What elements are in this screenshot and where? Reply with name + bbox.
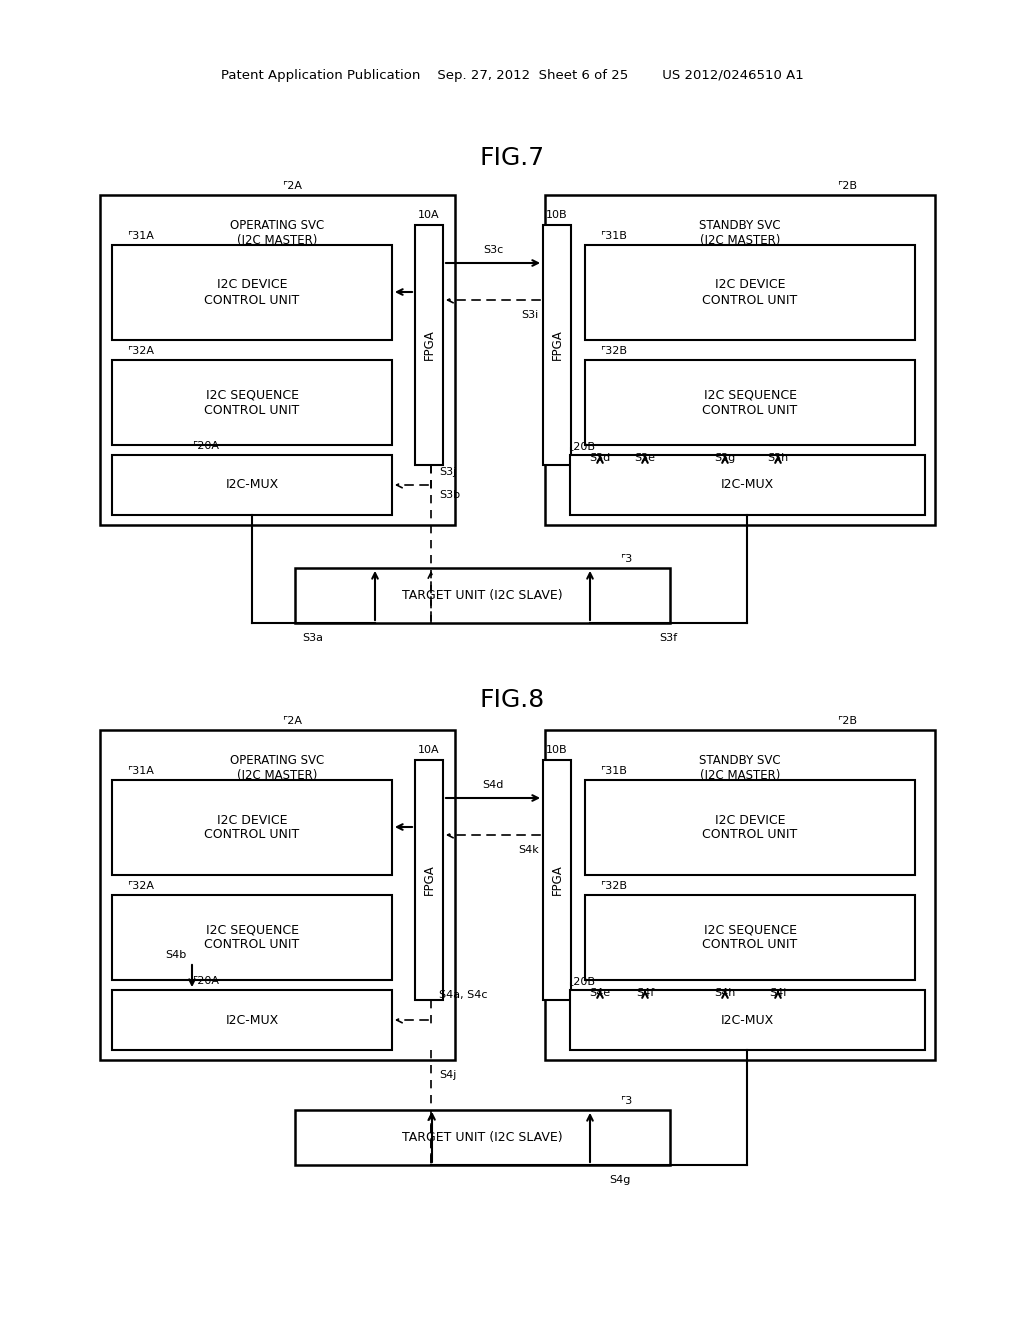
Bar xyxy=(545,730,935,1060)
Text: FIG.8: FIG.8 xyxy=(479,688,545,711)
Text: ⌜32A: ⌜32A xyxy=(127,346,154,356)
Text: STANDBY SVC
(I2C MASTER): STANDBY SVC (I2C MASTER) xyxy=(699,219,781,247)
Text: S4g: S4g xyxy=(609,1175,631,1185)
Text: 10B: 10B xyxy=(546,744,568,755)
Bar xyxy=(112,246,392,341)
Bar xyxy=(585,895,915,979)
Bar xyxy=(585,246,915,341)
Text: ⌜20A: ⌜20A xyxy=(193,441,219,451)
Text: S3j: S3j xyxy=(439,467,457,477)
Text: I2C SEQUENCE
CONTROL UNIT: I2C SEQUENCE CONTROL UNIT xyxy=(702,388,798,417)
Text: ⌜20A: ⌜20A xyxy=(193,975,219,986)
Text: I2C SEQUENCE
CONTROL UNIT: I2C SEQUENCE CONTROL UNIT xyxy=(205,924,300,952)
Text: S4j: S4j xyxy=(439,1071,457,1080)
Text: S4i: S4i xyxy=(769,987,786,998)
Text: ⌜2A: ⌜2A xyxy=(283,181,302,191)
Bar xyxy=(295,568,670,623)
Bar xyxy=(545,195,935,525)
Text: 10A: 10A xyxy=(418,744,440,755)
Text: FPGA: FPGA xyxy=(551,330,563,360)
Text: ⌜31A: ⌜31A xyxy=(127,766,154,776)
Text: FPGA: FPGA xyxy=(551,865,563,895)
Text: FPGA: FPGA xyxy=(423,330,435,360)
Bar xyxy=(585,780,915,875)
Text: I2C SEQUENCE
CONTROL UNIT: I2C SEQUENCE CONTROL UNIT xyxy=(205,388,300,417)
Text: FIG.7: FIG.7 xyxy=(479,147,545,170)
Bar xyxy=(112,455,392,515)
Text: I2C-MUX: I2C-MUX xyxy=(721,479,774,491)
Text: S3h: S3h xyxy=(767,453,788,463)
Text: S3e: S3e xyxy=(635,453,655,463)
Text: S3a: S3a xyxy=(302,634,324,643)
Bar xyxy=(570,990,925,1049)
Text: ⌞20B: ⌞20B xyxy=(568,441,595,451)
Text: ⌜31A: ⌜31A xyxy=(127,231,154,242)
Text: S4k: S4k xyxy=(518,845,539,855)
Text: S4e: S4e xyxy=(590,987,610,998)
Text: S3b: S3b xyxy=(439,490,460,500)
Text: ⌜2B: ⌜2B xyxy=(838,715,857,726)
Text: I2C-MUX: I2C-MUX xyxy=(225,1014,279,1027)
Text: OPERATING SVC
(I2C MASTER): OPERATING SVC (I2C MASTER) xyxy=(230,754,325,781)
Bar xyxy=(112,780,392,875)
Text: I2C DEVICE
CONTROL UNIT: I2C DEVICE CONTROL UNIT xyxy=(702,279,798,306)
Text: I2C SEQUENCE
CONTROL UNIT: I2C SEQUENCE CONTROL UNIT xyxy=(702,924,798,952)
Bar xyxy=(100,730,455,1060)
Bar xyxy=(543,224,571,465)
Text: I2C DEVICE
CONTROL UNIT: I2C DEVICE CONTROL UNIT xyxy=(205,813,300,842)
Text: S4h: S4h xyxy=(715,987,735,998)
Bar xyxy=(415,224,443,465)
Text: 10A: 10A xyxy=(418,210,440,220)
Bar xyxy=(112,990,392,1049)
Text: S3g: S3g xyxy=(715,453,735,463)
Text: ⌜31B: ⌜31B xyxy=(600,766,627,776)
Bar xyxy=(100,195,455,525)
Text: TARGET UNIT (I2C SLAVE): TARGET UNIT (I2C SLAVE) xyxy=(402,1131,563,1144)
Text: 10B: 10B xyxy=(546,210,568,220)
Text: FPGA: FPGA xyxy=(423,865,435,895)
Text: I2C DEVICE
CONTROL UNIT: I2C DEVICE CONTROL UNIT xyxy=(702,813,798,842)
Bar xyxy=(570,455,925,515)
Text: S3c: S3c xyxy=(483,246,503,255)
Text: STANDBY SVC
(I2C MASTER): STANDBY SVC (I2C MASTER) xyxy=(699,754,781,781)
Text: ⌜3: ⌜3 xyxy=(620,1096,632,1106)
Text: S3i: S3i xyxy=(522,310,539,319)
Text: ⌜32B: ⌜32B xyxy=(600,346,627,356)
Text: S4d: S4d xyxy=(482,780,504,789)
Bar xyxy=(112,360,392,445)
Text: ⌜3: ⌜3 xyxy=(620,554,632,564)
Text: OPERATING SVC
(I2C MASTER): OPERATING SVC (I2C MASTER) xyxy=(230,219,325,247)
Bar xyxy=(585,360,915,445)
Bar xyxy=(415,760,443,1001)
Bar xyxy=(295,1110,670,1166)
Text: I2C DEVICE
CONTROL UNIT: I2C DEVICE CONTROL UNIT xyxy=(205,279,300,306)
Text: ⌜32A: ⌜32A xyxy=(127,880,154,891)
Bar xyxy=(112,895,392,979)
Text: Patent Application Publication    Sep. 27, 2012  Sheet 6 of 25        US 2012/02: Patent Application Publication Sep. 27, … xyxy=(220,69,804,82)
Text: ⌜31B: ⌜31B xyxy=(600,231,627,242)
Bar xyxy=(543,760,571,1001)
Text: ⌜2B: ⌜2B xyxy=(838,181,857,191)
Text: S4a, S4c: S4a, S4c xyxy=(439,990,487,1001)
Text: S3f: S3f xyxy=(658,634,677,643)
Text: TARGET UNIT (I2C SLAVE): TARGET UNIT (I2C SLAVE) xyxy=(402,589,563,602)
Text: ⌜32B: ⌜32B xyxy=(600,880,627,891)
Text: ⌞20B: ⌞20B xyxy=(568,975,595,986)
Text: S4f: S4f xyxy=(636,987,654,998)
Text: ⌜2A: ⌜2A xyxy=(283,715,302,726)
Text: I2C-MUX: I2C-MUX xyxy=(225,479,279,491)
Text: I2C-MUX: I2C-MUX xyxy=(721,1014,774,1027)
Text: S3d: S3d xyxy=(590,453,610,463)
Text: S4b: S4b xyxy=(166,950,187,960)
